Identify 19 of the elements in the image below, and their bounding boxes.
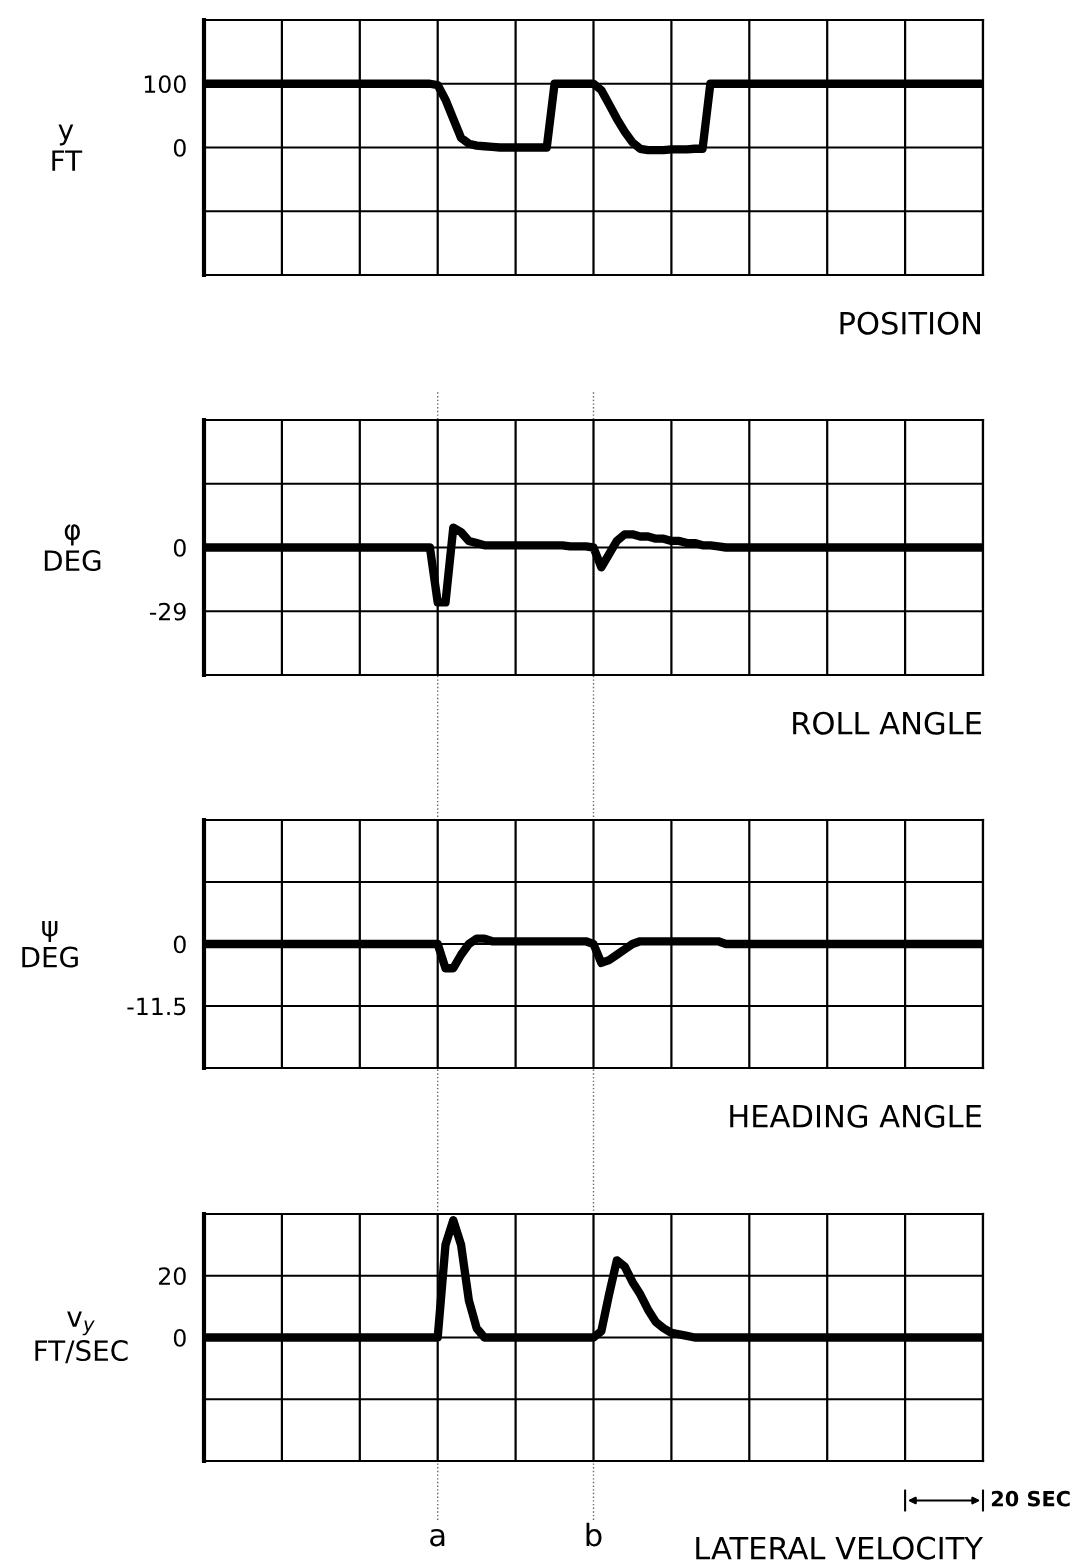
y-axis-title: ψ DEG — [22, 920, 78, 968]
x-axis-title: ROLL ANGLE — [793, 711, 982, 735]
y-tick-label: 0 — [173, 935, 186, 954]
y-tick-label: -29 — [149, 602, 186, 621]
y-tick-label: 100 — [144, 75, 186, 94]
text: a — [430, 1528, 445, 1547]
text: b — [586, 1522, 602, 1547]
text: 20 SEC — [991, 1490, 1070, 1507]
y-axis-title: v$_{y}$ FT/SEC — [35, 1311, 128, 1364]
y-axis-title: y FT — [52, 124, 83, 171]
x-axis-title: HEADING ANGLE — [730, 1104, 982, 1128]
y-tick-label: 20 — [159, 1267, 186, 1286]
y-tick-label: 0 — [173, 538, 186, 557]
y-tick-label: -11.5 — [127, 997, 186, 1016]
x-axis-title: LATERAL VELOCITY — [696, 1536, 984, 1560]
x-axis-title: POSITION — [840, 311, 980, 335]
y-tick-label: 0 — [173, 1328, 186, 1347]
y-axis-title: φ DEG — [44, 524, 101, 572]
y-tick-label: 0 — [173, 138, 186, 157]
